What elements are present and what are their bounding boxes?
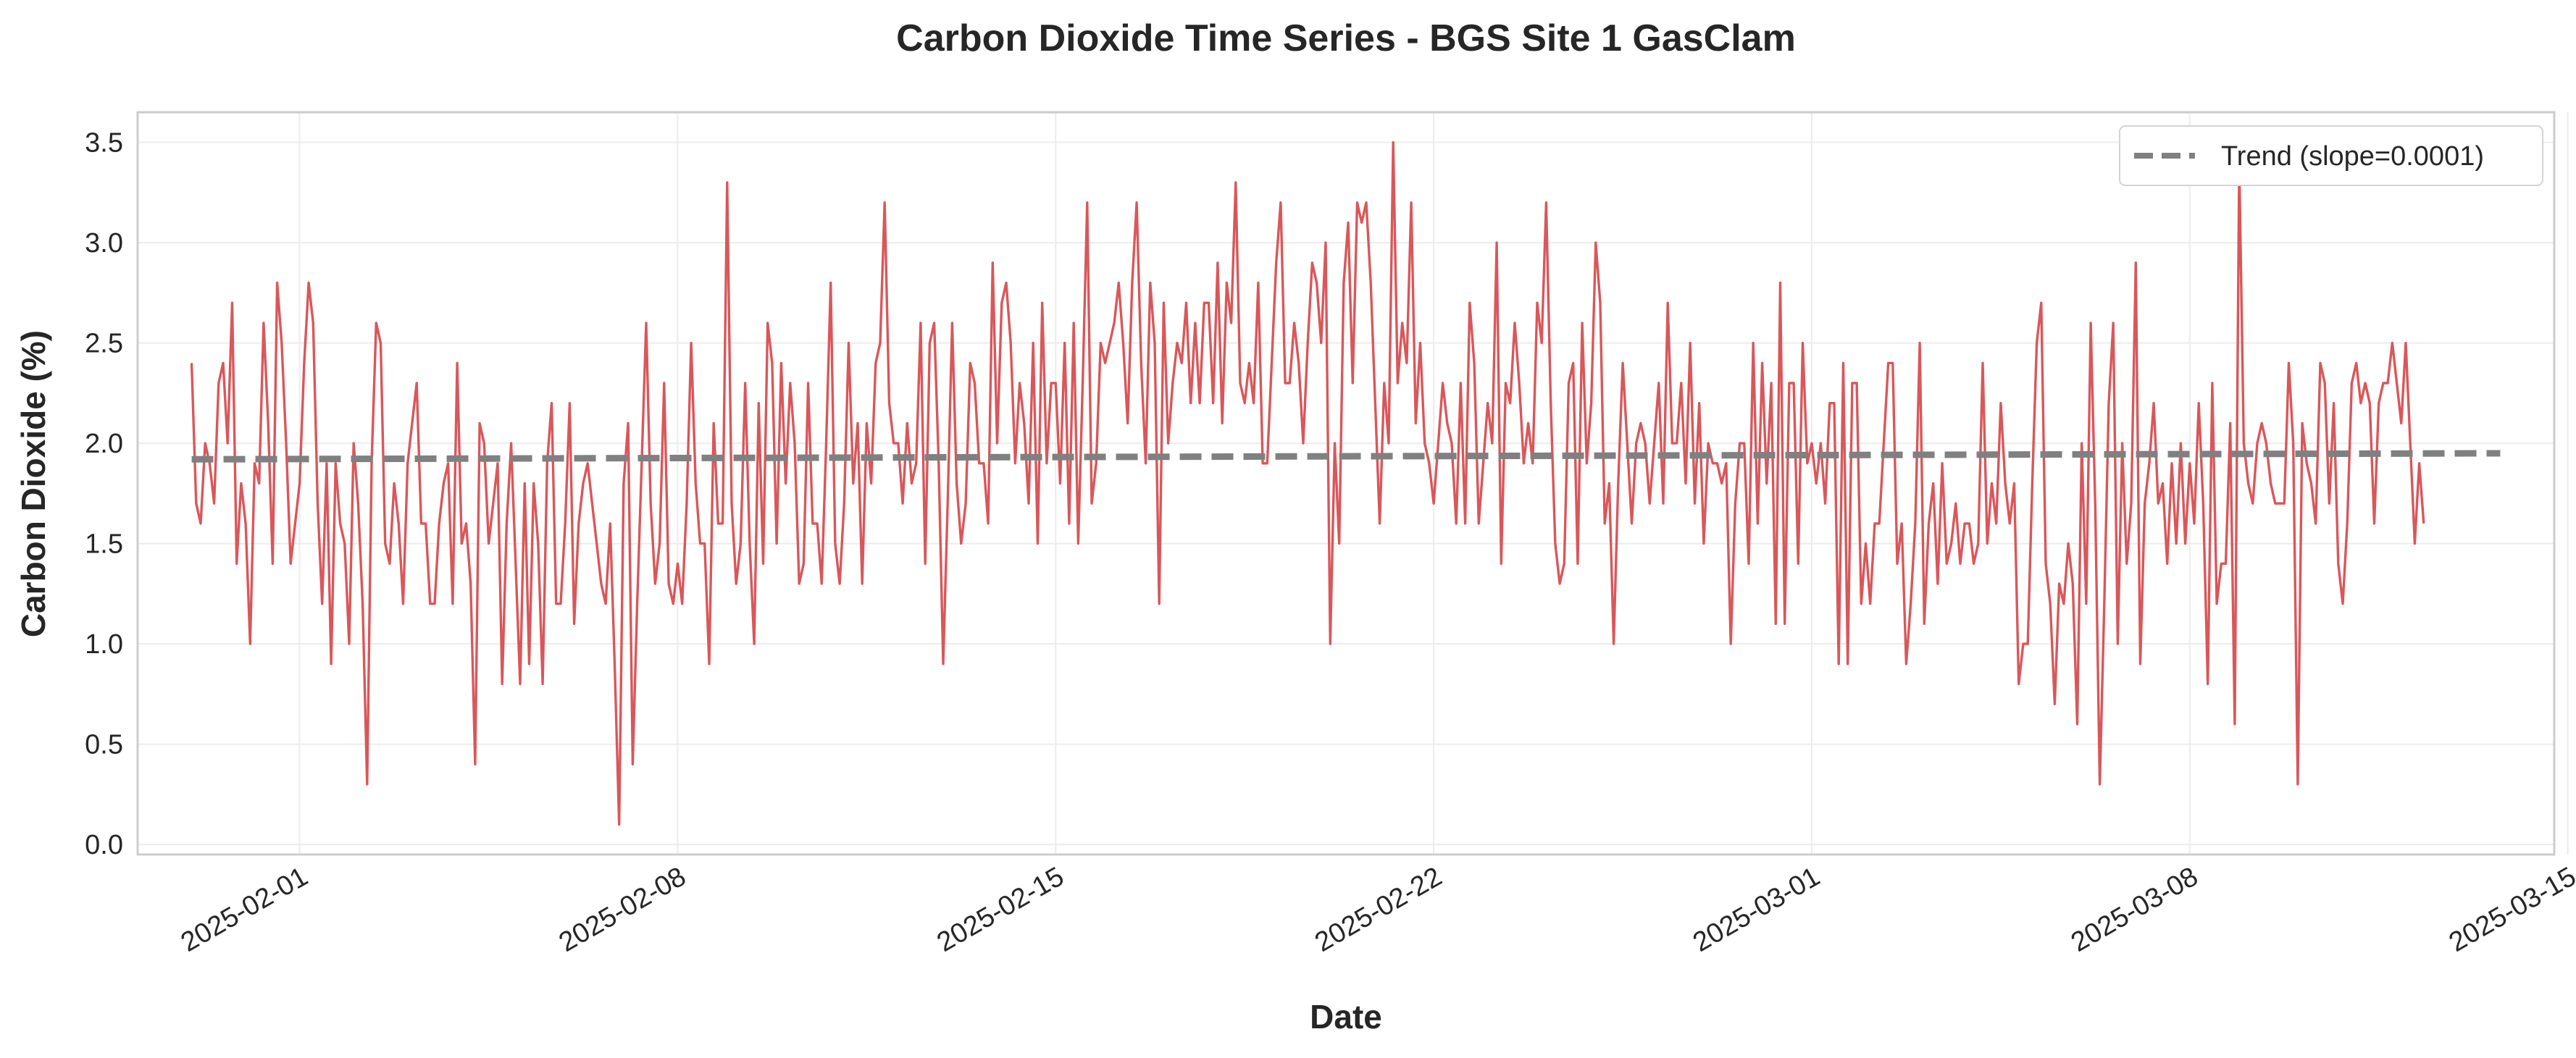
- legend-box: [2119, 125, 2543, 186]
- x-tick-label: 2025-03-15: [2444, 861, 2576, 958]
- y-tick-label: 0.0: [85, 830, 123, 860]
- y-axis-label: Carbon Dioxide (%): [14, 330, 52, 637]
- y-tick-label: 2.0: [85, 429, 123, 459]
- y-tick-label: 0.5: [85, 730, 123, 760]
- x-tick-label: 2025-02-22: [1310, 861, 1447, 958]
- legend: Trend (slope=0.0001): [2119, 125, 2543, 186]
- co2-series-line: [190, 140, 2425, 826]
- y-tick-label: 1.5: [85, 529, 123, 560]
- x-axis-label: Date: [1310, 998, 1382, 1036]
- y-tick-label: 3.0: [85, 228, 123, 259]
- chart-title: Carbon Dioxide Time Series - BGS Site 1 …: [896, 17, 1796, 59]
- x-tick-label: 2025-02-01: [176, 861, 313, 958]
- y-tick-label: 3.5: [85, 128, 123, 159]
- y-tick-label: 2.5: [85, 329, 123, 359]
- trend-line: [191, 450, 2501, 463]
- x-tick-label: 2025-03-08: [2066, 861, 2203, 958]
- series-layer: [190, 140, 2501, 826]
- x-tick-label: 2025-02-15: [932, 861, 1069, 958]
- y-tick-label: 1.0: [85, 629, 123, 660]
- legend-trend-label: Trend (slope=0.0001): [2221, 141, 2484, 172]
- x-tick-label: 2025-02-08: [554, 861, 691, 958]
- x-tick-label: 2025-03-01: [1688, 861, 1825, 958]
- plot-area-frame: [136, 111, 2556, 856]
